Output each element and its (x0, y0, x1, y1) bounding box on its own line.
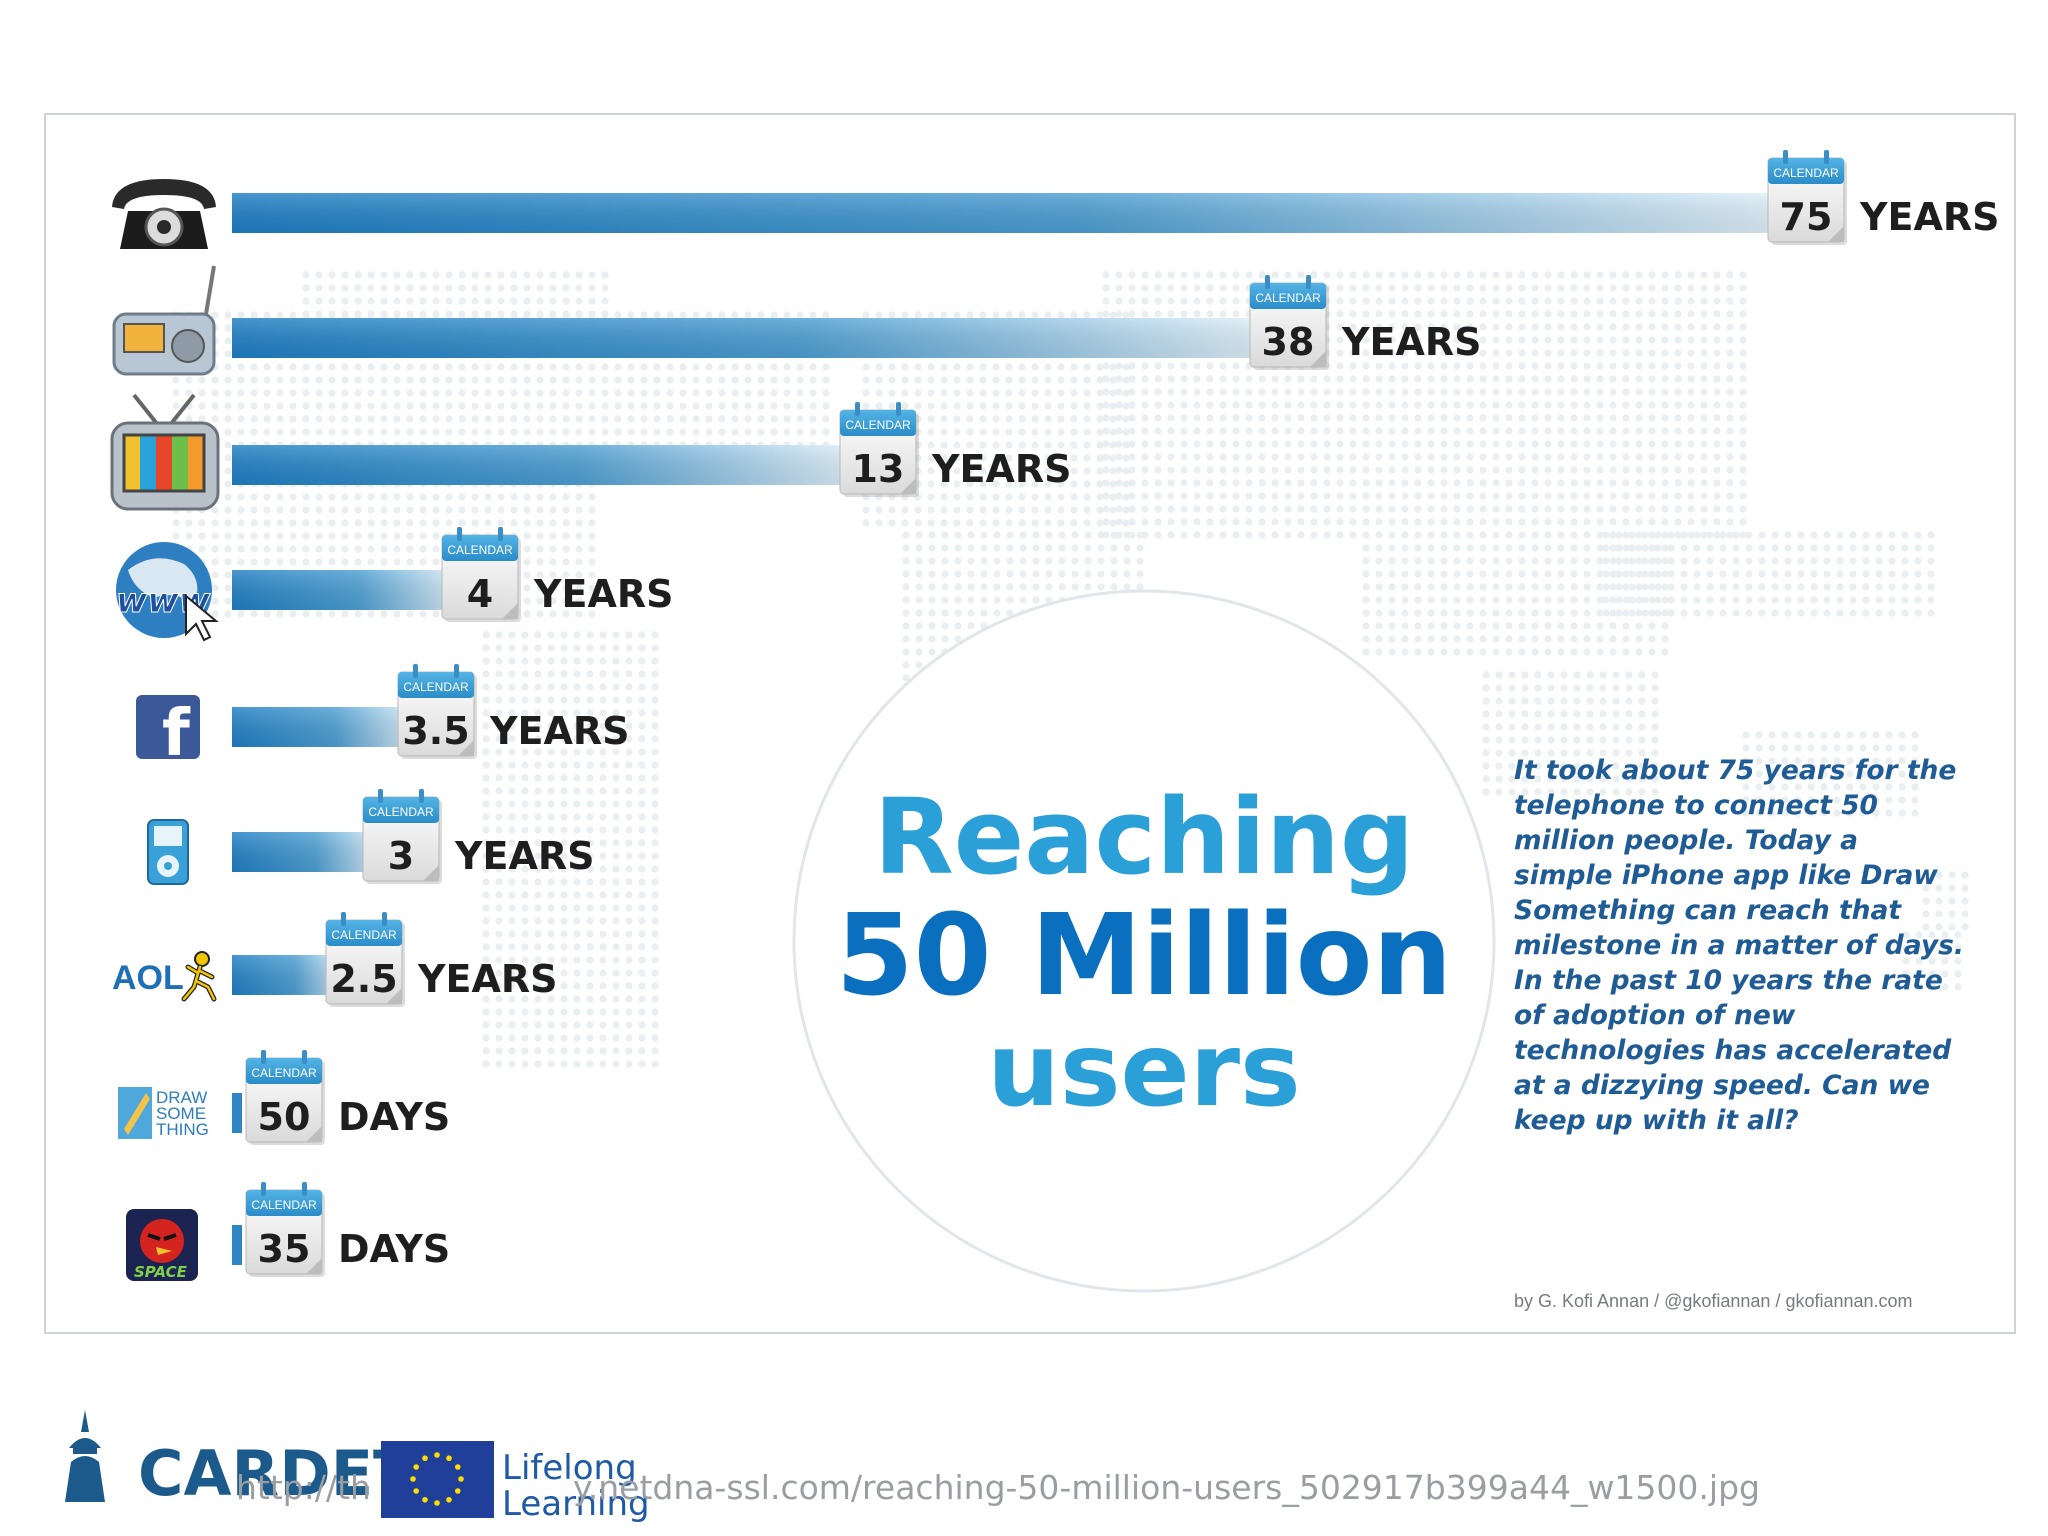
calendar-label: CALENDAR (447, 543, 513, 557)
unit-label-7: DAYS (338, 1095, 450, 1139)
calendar-label: CALENDAR (403, 680, 469, 694)
www-globe-icon: www (116, 542, 219, 642)
draw-something-label: SOME (156, 1104, 206, 1123)
eu-flag-icon (381, 1441, 494, 1518)
calendar-icon: CALENDAR 75 (1767, 150, 1847, 245)
calendar-icon: CALENDAR 4 (441, 527, 521, 622)
telephone-icon (112, 179, 216, 249)
calendar-label: CALENDAR (331, 928, 397, 942)
calendar-icon: CALENDAR 2.5 (325, 912, 405, 1007)
unit-label-8: DAYS (338, 1227, 450, 1271)
value-label-5: 3 (388, 834, 414, 878)
unit-label-6: YEARS (417, 957, 558, 1001)
headline-line-3: users (987, 1011, 1301, 1130)
calendar-label: CALENDAR (368, 805, 434, 819)
source-url-end[interactable]: y.netdna-ssl.com/reaching-50-million-use… (572, 1468, 1760, 1507)
value-label-8: 35 (258, 1227, 311, 1271)
calendar-label: CALENDAR (251, 1066, 317, 1080)
lifelong-line-2: Learning (502, 1484, 650, 1524)
calendar-label: CALENDAR (1773, 166, 1839, 180)
infographic-frame: CALENDAR 75 YEARS CALENDAR 38 YEARS CALENDAR 13… (44, 113, 2016, 1334)
value-label-7: 50 (258, 1095, 311, 1139)
source-url[interactable]: http://th y.netdna-ssl.com/reaching-50-mi… (236, 1468, 1760, 1507)
unit-label-2: YEARS (931, 447, 1072, 491)
radio-icon (112, 265, 216, 376)
aol-icon: AOL (112, 951, 217, 1002)
calendar-icon: CALENDAR 3 (362, 789, 442, 884)
unit-label-0: YEARS (1859, 195, 2000, 239)
calendar-label: CALENDAR (845, 418, 911, 432)
calendar-icon: CALENDAR 50 (245, 1050, 325, 1145)
draw-something-label: THING (156, 1120, 209, 1139)
adoption-bar-chart: CALENDAR 75 YEARS CALENDAR 38 YEARS CALENDAR 13… (110, 150, 2000, 1293)
svg-text:f: f (162, 697, 191, 771)
tv-icon (110, 393, 220, 511)
calendar-icon: CALENDAR 13 (839, 402, 919, 497)
unit-label-3: YEARS (533, 572, 674, 616)
angry-birds-space-icon: SPACE (126, 1209, 198, 1281)
value-label-3: 4 (467, 572, 493, 616)
calendar-icon: CALENDAR 38 (1249, 275, 1329, 370)
value-label-1: 38 (1262, 320, 1315, 364)
source-url-start[interactable]: http://th (236, 1468, 371, 1507)
value-label-2: 13 (852, 447, 905, 491)
footer-logos: CARDET (65, 1410, 494, 1518)
calendar-icon: CALENDAR 35 (245, 1182, 325, 1277)
svg-text:SPACE: SPACE (134, 1263, 188, 1281)
bar-draw-something (232, 1093, 242, 1133)
draw-something-label: DRAW (156, 1088, 207, 1107)
author-credit: by G. Kofi Annan / @gkofiannan / gkofian… (1514, 1291, 1913, 1311)
cardet-church-icon (65, 1410, 105, 1502)
unit-label-1: YEARS (1341, 320, 1482, 364)
ipod-icon (147, 819, 189, 885)
headline-line-1: Reaching (873, 776, 1415, 898)
headline-circle (792, 589, 1496, 1293)
calendar-label: CALENDAR (251, 1198, 317, 1212)
value-label-6: 2.5 (330, 957, 397, 1001)
unit-label-5: YEARS (454, 834, 595, 878)
facebook-icon: f (136, 695, 200, 771)
value-label-0: 75 (1780, 195, 1833, 239)
calendar-label: CALENDAR (1255, 291, 1321, 305)
description-text: It took about 75 years for the telephone… (1514, 755, 1964, 1136)
bar-angry-birds-space (232, 1225, 242, 1265)
lifelong-learning-label: Lifelong Learning (502, 1450, 650, 1522)
unit-label-4: YEARS (489, 709, 630, 753)
headline-line-2: 50 Million (835, 891, 1453, 1021)
value-label-4: 3.5 (402, 709, 469, 753)
lifelong-line-1: Lifelong (502, 1448, 637, 1488)
cardet-logo-text: CARDET (138, 1437, 415, 1510)
calendar-icon: CALENDAR 3.5 (397, 664, 477, 759)
aol-label: AOL (112, 959, 184, 997)
